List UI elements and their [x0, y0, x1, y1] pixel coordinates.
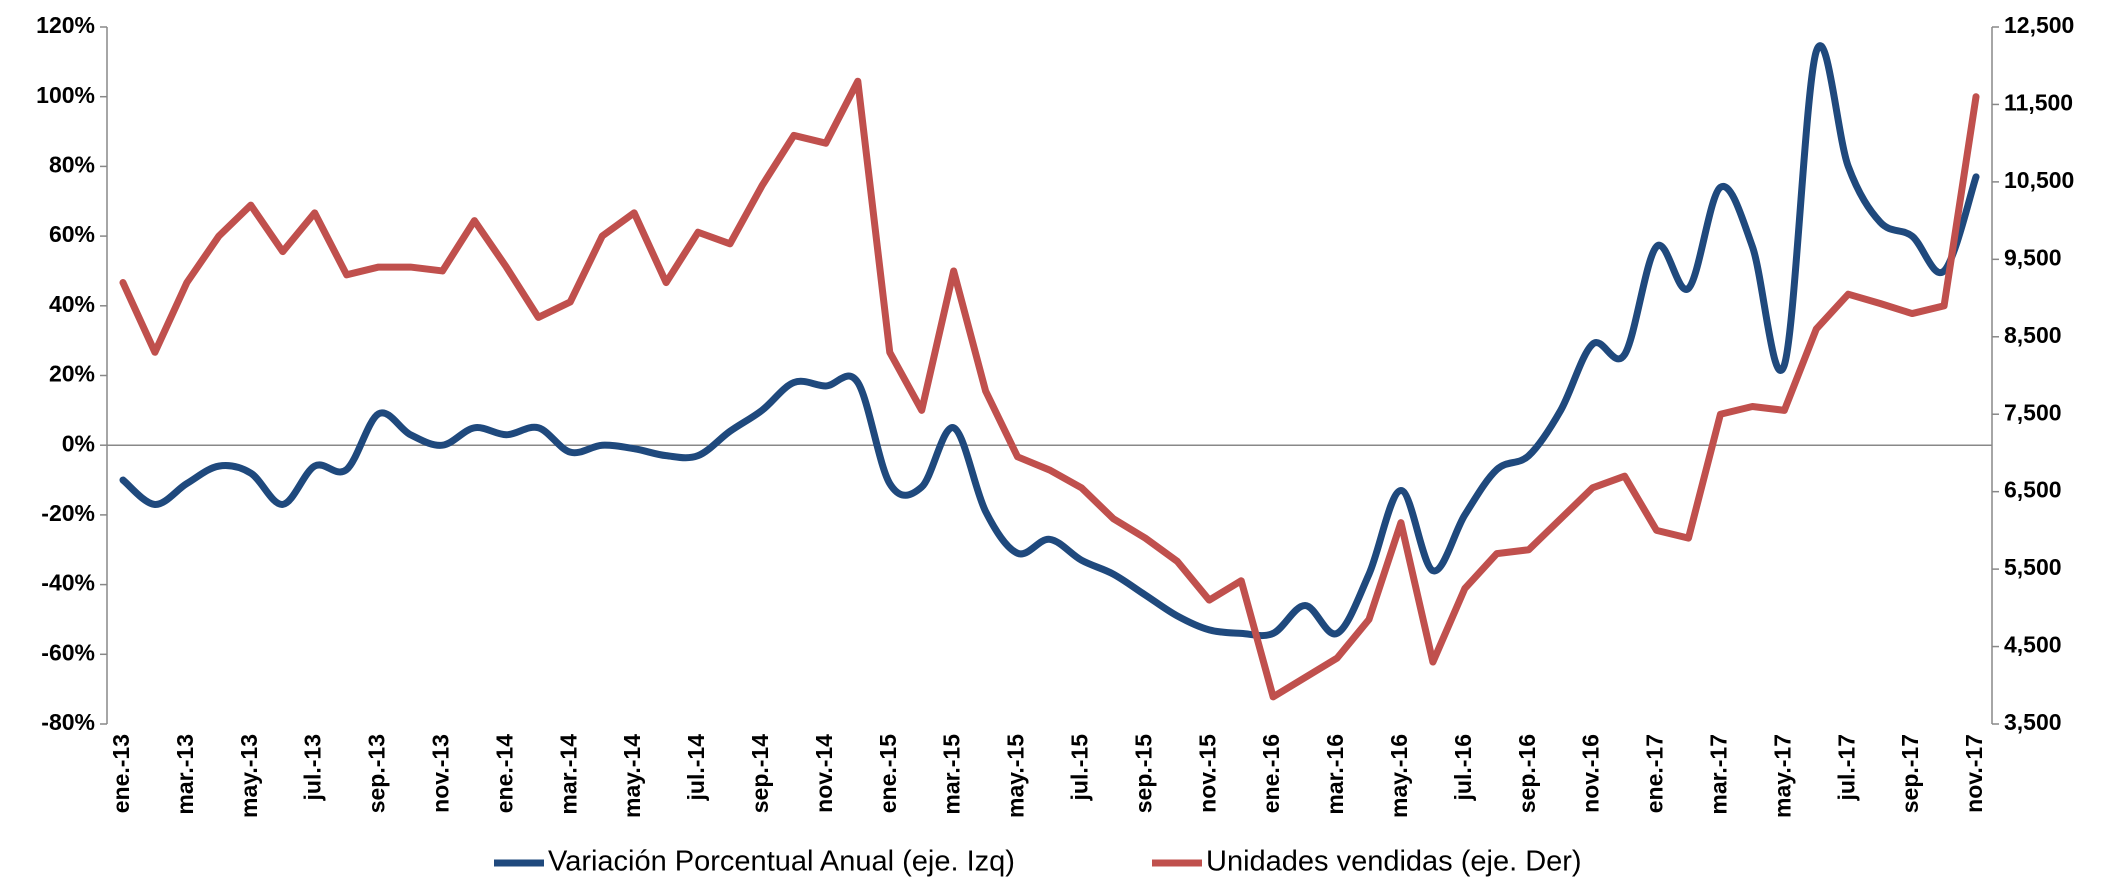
series-line	[119, 42, 1980, 640]
y-tick-label: 0%	[62, 430, 95, 456]
y2-tick-label: 4,500	[2004, 632, 2062, 658]
x-tick-label: may.-13	[236, 734, 262, 818]
y-tick-label: 100%	[36, 82, 95, 108]
x-tick-label: jul.-15	[1067, 734, 1093, 802]
x-tick-label: mar.-16	[1322, 734, 1348, 815]
x-tick-label: jul.-16	[1450, 734, 1476, 801]
x-tick-label: sep.-16	[1514, 734, 1540, 813]
x-tick-label: may.-17	[1769, 734, 1795, 818]
x-tick-label: ene.-13	[108, 734, 134, 813]
x-tick-label: nov.-13	[428, 734, 454, 813]
y-tick-label: 20%	[49, 361, 95, 387]
x-tick-label: mar.-17	[1706, 734, 1732, 815]
y2-tick-label: 11,500	[2004, 90, 2073, 116]
y2-tick-label: 7,500	[2004, 399, 2062, 425]
x-tick-label: nov.-15	[1194, 734, 1220, 813]
x-tick-label: jul.-17	[1833, 734, 1859, 801]
series-line	[119, 77, 1980, 701]
y-tick-label: -40%	[41, 570, 95, 596]
x-tick-label: sep.-15	[1130, 734, 1156, 813]
x-tick-label: may.-16	[1386, 734, 1412, 818]
x-tick-label: may.-14	[619, 734, 645, 818]
x-tick-label: ene.-16	[1258, 734, 1284, 813]
y-tick-label: -20%	[41, 500, 95, 526]
x-tick-label: mar.-15	[939, 734, 965, 815]
x-tick-label: jul.-13	[300, 734, 326, 801]
x-tick-label: mar.-14	[555, 734, 581, 815]
x-tick-label: mar.-13	[172, 734, 198, 815]
x-tick-label: sep.-17	[1897, 734, 1923, 813]
x-tick-label: ene.-14	[491, 734, 517, 813]
y-tick-label: -80%	[41, 709, 95, 735]
x-tick-label: jul.-14	[683, 734, 709, 802]
x-tick-label: ene.-15	[875, 734, 901, 813]
x-tick-label: sep.-14	[747, 734, 773, 813]
y-tick-label: 40%	[49, 291, 95, 317]
y2-tick-label: 8,500	[2004, 322, 2062, 348]
y-tick-label: -60%	[41, 639, 95, 665]
x-tick-label: nov.-16	[1578, 734, 1604, 813]
y-tick-label: 120%	[36, 12, 95, 38]
legend-label: Unidades vendidas (eje. Der)	[1206, 846, 1582, 878]
x-tick-label: nov.-14	[811, 734, 837, 813]
legend: Variación Porcentual Anual (eje. Izq) Uni…	[494, 846, 1582, 878]
x-tick-label: may.-15	[1003, 734, 1029, 818]
x-tick-label: sep.-13	[364, 734, 390, 813]
legend-label: Variación Porcentual Anual (eje. Izq)	[548, 846, 1015, 878]
y2-tick-label: 9,500	[2004, 244, 2062, 270]
y-tick-label: 60%	[49, 221, 95, 247]
y2-tick-label: 10,500	[2004, 167, 2074, 193]
x-tick-label: nov.-17	[1961, 734, 1987, 813]
y-tick-label: 80%	[49, 151, 95, 177]
y2-tick-label: 3,500	[2004, 709, 2062, 735]
x-tick-label: ene.-17	[1642, 734, 1668, 813]
y2-tick-label: 6,500	[2004, 477, 2062, 503]
y2-tick-label: 5,500	[2004, 554, 2062, 580]
y2-tick-label: 12,500	[2004, 12, 2074, 38]
